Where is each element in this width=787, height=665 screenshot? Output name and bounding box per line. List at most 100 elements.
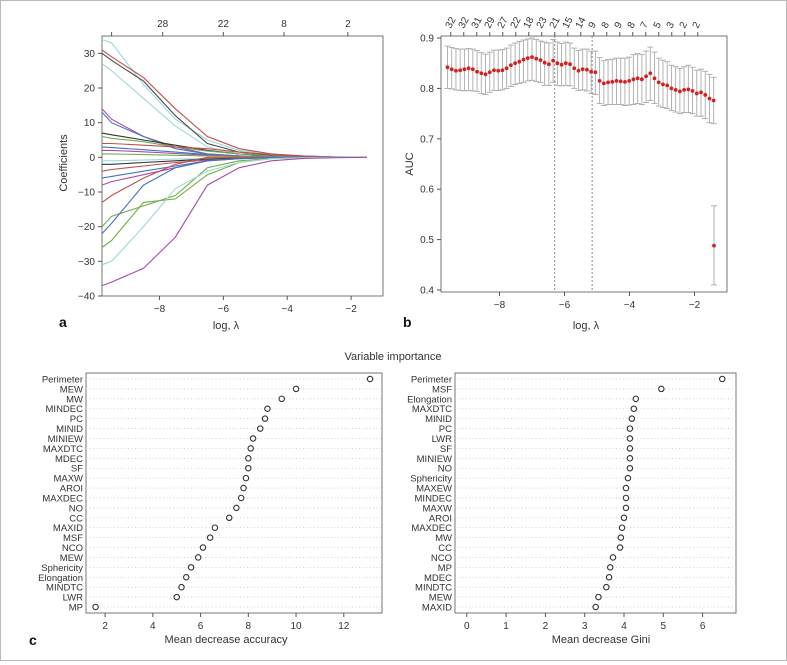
panel-b-auc-point xyxy=(665,83,670,88)
panel-b-auc-point xyxy=(686,87,691,92)
panel-b-top-tick-label: 8 xyxy=(626,20,639,30)
panel-c-accuracy-x-tick-label: 12 xyxy=(338,621,350,632)
panel-b-auc-point xyxy=(576,68,581,73)
panel-c-accuracy-variable-label: MINIEW xyxy=(48,434,83,445)
panel-b-auc-point xyxy=(669,86,674,91)
panel-b-letter: b xyxy=(403,314,412,330)
panel-a-y-tick-label: −20 xyxy=(78,222,95,233)
panel-a-plot-border xyxy=(101,35,384,297)
panel-a-top-tick-label: 8 xyxy=(281,19,287,30)
panel-b-top-tick-label: 27 xyxy=(496,15,511,30)
panel-b-top-tick-label: 22 xyxy=(509,15,524,30)
panel-a-coefficient-paths: −8 −6 −4 −2 −40 −30 −20 −10 0 10 20 30 28 22 8 2 xyxy=(78,19,384,315)
panel-c-gini-x-tick-label: 0 xyxy=(464,621,470,632)
panel-b-y-axis-label: AUC xyxy=(404,152,416,175)
panel-b-auc-point xyxy=(492,68,496,73)
panel-c-accuracy-variable-label: MINDTC xyxy=(46,583,83,594)
panel-c-accuracy-x-tick-label: 10 xyxy=(291,621,303,632)
panel-b-auc-point xyxy=(568,62,572,67)
panel-c-gini-importance-point xyxy=(595,593,602,601)
panel-b-auc-point xyxy=(648,71,653,76)
panel-b-top-tick-label: 3 xyxy=(665,20,678,30)
panel-c-gini-variable-label: Elongation xyxy=(407,394,452,405)
coefficient-path-c19 xyxy=(101,156,367,228)
panel-b-plot-border xyxy=(440,35,728,293)
panel-c-gini-importance-point xyxy=(620,514,628,522)
panel-b-auc-point xyxy=(589,69,594,74)
panel-c-gini-x-tick-label: 2 xyxy=(543,621,549,632)
panel-a-y-tick-label: 20 xyxy=(84,84,96,95)
panel-c-gini-importance-point xyxy=(626,435,634,442)
panel-b-auc-point xyxy=(627,78,632,83)
panel-b-auc-point xyxy=(547,62,551,67)
panel-b-x-tick-label: −2 xyxy=(689,300,701,311)
panel-b-y-tick-label: 0.6 xyxy=(420,185,434,196)
panel-b-auc-point xyxy=(496,68,501,73)
coefficient-path-c23 xyxy=(101,156,368,287)
panel-c-accuracy-variable-label: MINID xyxy=(56,424,83,435)
panel-a-y-tick-label: 0 xyxy=(89,153,95,164)
panel-c-accuracy-variable-label: LWR xyxy=(63,593,84,604)
panel-c-gini-importance-point xyxy=(718,375,726,383)
panel-b-auc-point xyxy=(656,80,661,85)
panel-a-x-tick-label: −6 xyxy=(218,304,230,315)
panel-b-top-tick-label: 21 xyxy=(548,15,563,30)
panel-c-gini-importance-point xyxy=(616,544,624,551)
panel-b-top-tick-label: 9 xyxy=(613,20,626,30)
panel-b-top-tick-label: 32 xyxy=(457,15,472,30)
panel-b-auc-point xyxy=(530,55,534,60)
panel-c-accuracy-variable-label: MDEC xyxy=(55,454,83,465)
panel-b-top-tick-label: 8 xyxy=(600,20,613,30)
panel-c-accuracy-importance-point xyxy=(173,593,180,601)
panel-c-accuracy-variable-label: Perimeter xyxy=(42,375,83,386)
panel-c-gini-variable-label: MAXEW xyxy=(416,484,452,495)
panel-c-gini-variable-label: LWR xyxy=(432,434,453,445)
panel-c-gini-importance-point xyxy=(626,464,634,472)
panel-b-auc-point xyxy=(623,79,627,84)
panel-b-auc-point xyxy=(572,66,577,71)
panel-c-accuracy-importance-point xyxy=(206,534,214,541)
panel-c-accuracy-x-tick-label: 6 xyxy=(198,621,204,632)
panel-c-accuracy-variable-label: MP xyxy=(69,603,83,614)
panel-b-top-tick-label: 29 xyxy=(483,15,498,30)
panel-c-accuracy-importance-point xyxy=(199,544,207,551)
panel-a-y-axis-label: Coefficients xyxy=(58,134,70,192)
panel-c-gini-variable-label: NO xyxy=(438,464,452,475)
panel-c-gini-variable-label: MINDTC xyxy=(415,583,452,594)
panel-b-auc-point xyxy=(559,62,564,67)
panel-c-accuracy-importance-point xyxy=(264,405,271,412)
panel-c-gini-importance-point xyxy=(622,504,630,512)
panel-b-auc-point xyxy=(454,68,458,73)
panel-b-auc-point xyxy=(585,67,589,72)
panel-b-auc-point xyxy=(445,65,450,70)
panel-c-accuracy-importance-point xyxy=(92,603,99,611)
panel-c-gini-variable-label: Perimeter xyxy=(411,375,452,386)
panel-c-accuracy-x-tick-label: 8 xyxy=(246,621,252,632)
panel-c-gini-importance-point xyxy=(606,564,614,571)
panel-a-x-tick-label: −8 xyxy=(154,304,166,315)
panel-b-x-tick-label: −8 xyxy=(494,300,506,311)
panel-c-accuracy-importance-point xyxy=(225,514,233,522)
panel-b-y-tick-label: 0.9 xyxy=(420,34,434,45)
panel-c-gini-importance-point xyxy=(626,425,634,432)
panel-b-auc-point-outlier xyxy=(712,243,716,248)
panel-b-y-tick-label: 0.8 xyxy=(420,84,434,95)
panel-b-auc-point xyxy=(538,58,543,63)
panel-c-gini-variable-label: MINID xyxy=(425,414,452,425)
panel-c-gini-importance-point xyxy=(603,583,610,591)
panel-c-accuracy-importance-point xyxy=(292,385,300,393)
panel-c-accuracy-importance-point xyxy=(245,464,252,472)
panel-c-accuracy-importance-point xyxy=(194,554,202,561)
panel-c-gini-variable-label: MINDEC xyxy=(415,493,453,504)
panel-c-gini-variable-label: PC xyxy=(439,424,452,435)
panel-b-auc-point xyxy=(690,89,695,93)
panel-c-accuracy-variable-label: MAXDEC xyxy=(42,493,83,504)
panel-b-auc-point xyxy=(551,58,556,63)
panel-c-gini-variable-label: MW xyxy=(435,533,452,544)
panel-b-x-axis-label: log, λ xyxy=(573,320,600,332)
panel-b-auc-point xyxy=(694,91,699,96)
panel-b-auc-point xyxy=(487,70,492,75)
panel-c-accuracy-variable-label: Sphericity xyxy=(41,563,83,574)
panel-b-auc-point xyxy=(517,59,522,64)
